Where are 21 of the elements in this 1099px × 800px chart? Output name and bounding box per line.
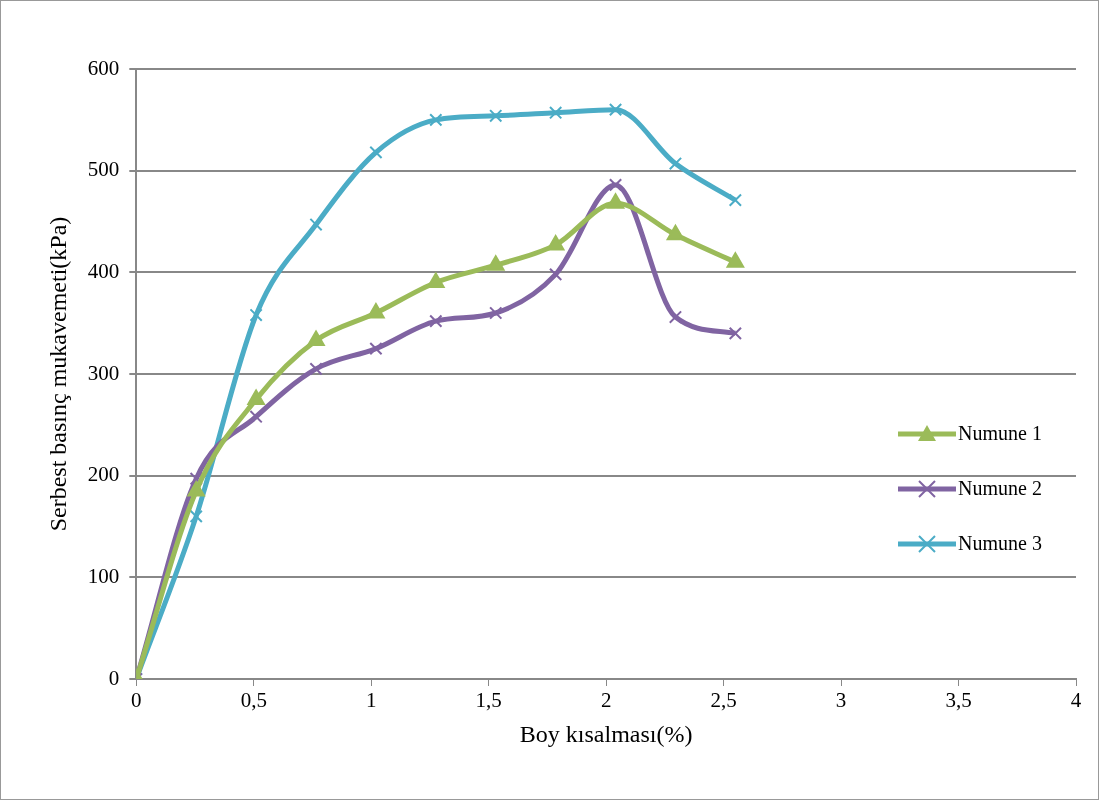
x-tick-label: 4: [1070, 688, 1082, 713]
y-tick-label: 100: [87, 563, 120, 588]
y-tick-label: 200: [87, 462, 120, 487]
y-tick-label: 600: [87, 55, 120, 80]
x-tick-label: 3: [835, 688, 847, 713]
x-axis-title: Boy kısalması(%): [519, 720, 693, 747]
x-tick-label: 1,5: [475, 688, 502, 713]
y-tick-label: 300: [87, 360, 120, 385]
y-tick-label: 0: [108, 665, 120, 690]
x-tick-label: 3,5: [945, 688, 972, 713]
x-tick-label: 2,5: [710, 688, 737, 713]
legend-label: Numune 3: [958, 532, 1042, 555]
x-tick-label: 0,5: [240, 688, 267, 713]
legend-label: Numune 2: [958, 477, 1042, 500]
y-tick-label: 400: [87, 258, 120, 283]
x-tick-label: 0: [131, 688, 142, 713]
x-tick-label: 2: [600, 688, 612, 713]
y-tick-label: 500: [87, 157, 120, 182]
legend-label: Numune 1: [958, 422, 1042, 445]
x-tick-label: 1: [365, 688, 377, 713]
y-axis-title: Serbest basınç mukavemeti(kPa): [44, 216, 71, 532]
